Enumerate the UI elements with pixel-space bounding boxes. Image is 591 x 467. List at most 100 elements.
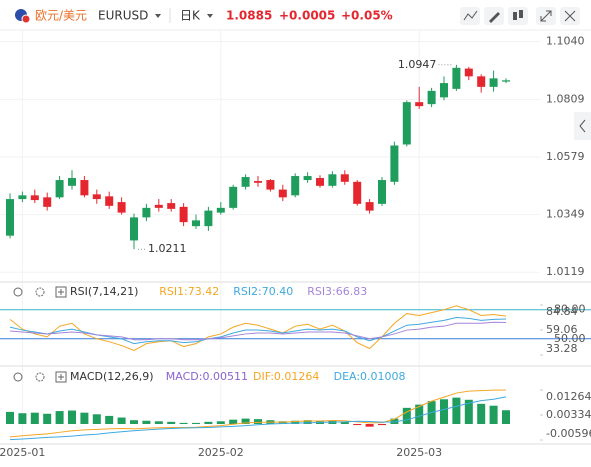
- histogram-bar: [477, 403, 486, 424]
- candle-body: [30, 195, 39, 201]
- y-tick-label: 1.0349: [546, 208, 585, 221]
- histogram-bar: [154, 421, 163, 424]
- pair-name[interactable]: 欧元/美元: [35, 9, 87, 23]
- candle-body: [489, 78, 498, 87]
- candle-body: [55, 180, 64, 198]
- histogram-bar: [92, 414, 101, 424]
- legend-entry: DIF:0.01264: [253, 370, 319, 383]
- histogram-bar: [18, 413, 27, 424]
- histogram-bar: [30, 412, 39, 424]
- candle-body: [154, 204, 163, 208]
- candle-body: [390, 145, 399, 182]
- eye-icon[interactable]: [13, 287, 23, 297]
- x-tick-label: 2025-02: [198, 446, 244, 459]
- y-tick-label: 1.0119: [546, 265, 585, 278]
- candle-body: [353, 181, 362, 204]
- histogram-bar: [489, 405, 498, 424]
- y-tick-label: 84.84: [546, 305, 578, 318]
- settings-icon[interactable]: [35, 287, 45, 297]
- y-tick-label: 59.06: [546, 323, 578, 336]
- candle-body: [278, 189, 287, 198]
- dropdown-arrow[interactable]: [207, 14, 213, 18]
- candle-body: [340, 174, 349, 182]
- histogram-bar: [6, 411, 14, 424]
- symbol[interactable]: EURUSD: [98, 9, 148, 23]
- histogram-bar: [130, 420, 138, 424]
- indicator-title: MACD(12,26,9): [70, 370, 154, 383]
- histogram-bar: [291, 420, 300, 424]
- histogram-bar: [204, 421, 213, 424]
- chart-type-button[interactable]: [508, 7, 528, 25]
- histogram-bar: [43, 413, 52, 424]
- candle-body: [402, 102, 411, 145]
- settings-icon[interactable]: [35, 372, 45, 382]
- histogram-bar: [365, 423, 374, 427]
- histogram-bar: [502, 410, 510, 424]
- candle-body: [365, 202, 374, 211]
- candle-body: [464, 68, 473, 77]
- y-tick-label: 33.28: [546, 342, 578, 355]
- candle-body: [43, 197, 52, 207]
- legend-entry: MACD:0.00511: [166, 370, 248, 383]
- price: 1.0885: [226, 9, 272, 23]
- candle-body: [18, 195, 27, 200]
- indicator-title: RSI(7,14,21): [70, 285, 138, 298]
- y-tick-label: 1.0809: [546, 92, 585, 105]
- change: +0.0005: [279, 9, 335, 23]
- histogram-bar: [229, 419, 238, 424]
- eye-icon[interactable]: [13, 372, 23, 382]
- candle-body: [142, 207, 151, 218]
- histogram-bar: [402, 407, 411, 424]
- histogram-bar: [216, 421, 225, 424]
- histogram-bar: [353, 423, 362, 426]
- dropdown-arrow[interactable]: [155, 14, 161, 18]
- icon: [564, 10, 576, 22]
- indicator-line: [9, 316, 507, 345]
- histogram-bar: [415, 404, 424, 424]
- candle-body: [179, 206, 188, 223]
- histogram-bar: [452, 397, 461, 424]
- flag-icon: [21, 14, 31, 24]
- candle-body: [328, 174, 337, 186]
- tool-buttons: [460, 7, 580, 25]
- icon: [463, 10, 478, 21]
- change-pct: +0.05%: [341, 9, 393, 23]
- candle-body: [241, 177, 250, 187]
- icon: [540, 10, 552, 22]
- indicator-line: [9, 305, 507, 351]
- period[interactable]: 日K: [180, 9, 201, 23]
- legend-entry: DEA:0.01008: [334, 370, 406, 383]
- collapse-button[interactable]: [574, 112, 591, 140]
- histogram-bar: [241, 418, 250, 424]
- histogram-bar: [440, 399, 448, 424]
- icon: [519, 10, 523, 18]
- expand-icon[interactable]: [55, 371, 67, 383]
- y-tick-label: 1.1040: [546, 35, 585, 48]
- candle-body: [192, 220, 200, 227]
- y-tick-label: 0.00334: [546, 408, 591, 421]
- y-tick-label: -0.00596: [546, 427, 591, 440]
- candle-body: [92, 194, 101, 200]
- reference-label: 50.00: [554, 332, 586, 345]
- histogram-bar: [340, 421, 349, 424]
- candle-body: [440, 83, 448, 98]
- icon: [579, 119, 586, 133]
- legend-entry: RSI3:66.83: [307, 285, 367, 298]
- histogram-bar: [55, 411, 64, 424]
- candle-body: [130, 217, 138, 241]
- expand-icon[interactable]: [55, 286, 67, 298]
- histogram-bar: [278, 421, 287, 424]
- candle-body: [266, 180, 275, 190]
- max-label: 1.0947: [398, 58, 437, 71]
- candle-body: [427, 90, 436, 105]
- candle-body: [6, 199, 14, 236]
- histogram-bar: [117, 417, 126, 424]
- indicator-line: [9, 396, 507, 441]
- candle-body: [415, 102, 424, 107]
- reference-label: 80.00: [554, 303, 586, 316]
- histogram-bar: [464, 399, 473, 424]
- histogram-bar: [378, 423, 386, 426]
- candle-body: [303, 176, 312, 181]
